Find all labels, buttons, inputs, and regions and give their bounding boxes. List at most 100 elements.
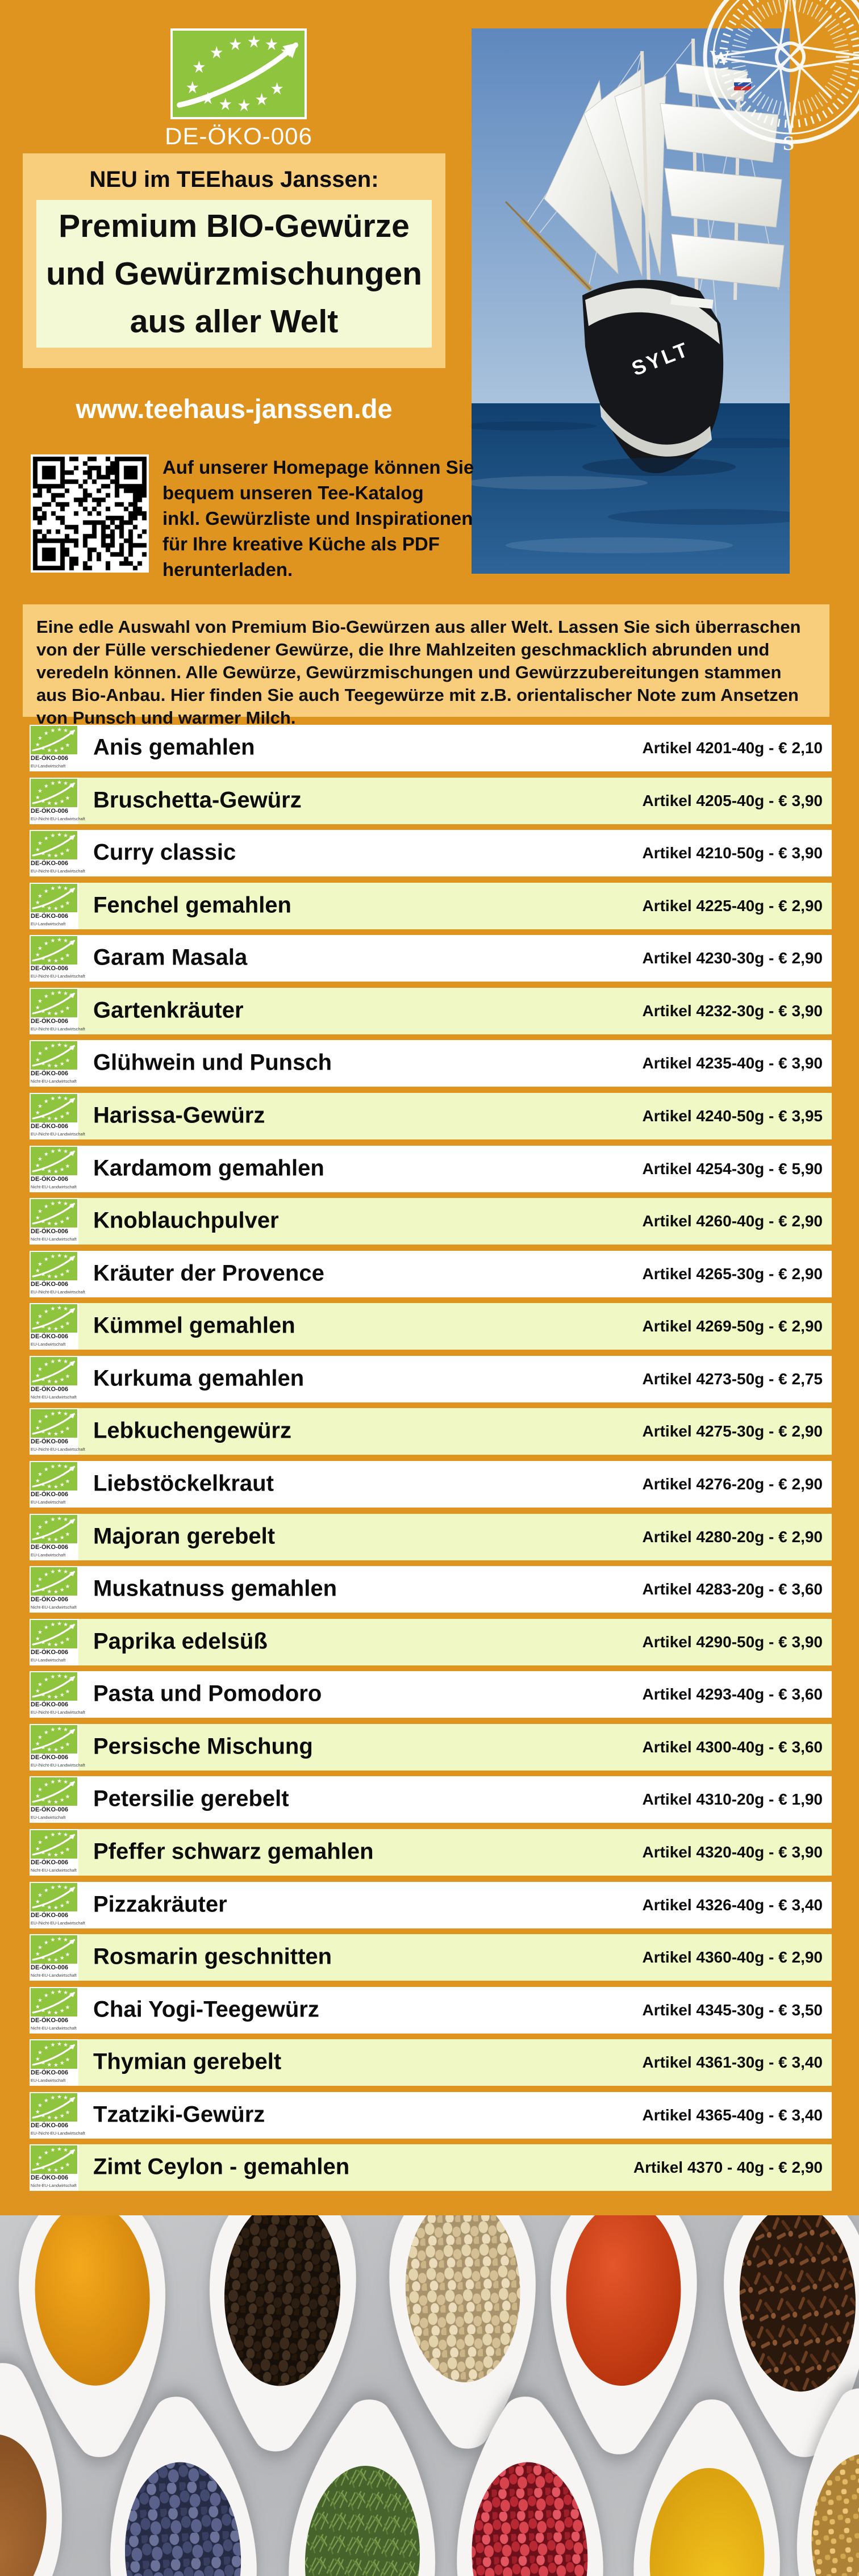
product-row: ★ ★ ★ ★ ★ ★ ★ ★ ★ ★ ★ ★ DE-ÖKO-006 EU-/Nicht-EU-Lan… (30, 935, 832, 982)
svg-text:★: ★ (44, 783, 49, 790)
svg-text:★: ★ (60, 1167, 65, 1173)
svg-text:★: ★ (69, 1256, 74, 1262)
svg-text:★: ★ (228, 35, 242, 54)
svg-text:★: ★ (51, 1201, 56, 1207)
svg-text:★: ★ (57, 1568, 62, 1575)
eu-organic-badge: ★ ★ ★ ★ ★ ★ ★ ★ ★ ★ ★ ★ DE-ÖKO-006 EU-Landwirtschaf… (30, 1619, 78, 1665)
svg-text:★: ★ (35, 2161, 40, 2168)
svg-text:★: ★ (41, 850, 46, 857)
badge-origin: Nicht-EU-Landwirtschaft (31, 1237, 77, 1242)
eu-organic-code: DE-ÖKO-006 (165, 123, 312, 149)
svg-text:★: ★ (57, 1673, 62, 1680)
svg-text:★: ★ (47, 2010, 52, 2016)
spoon-pink-pepper (451, 2394, 607, 2576)
product-name: Majoran gerebelt (93, 1523, 276, 1549)
product-article-price: Artikel 4240-50g - € 3,95 (642, 1107, 823, 1125)
svg-text:★: ★ (63, 1727, 68, 1733)
svg-text:★: ★ (51, 1727, 56, 1733)
svg-text:★: ★ (53, 1011, 59, 1017)
svg-text:★: ★ (37, 1313, 43, 1320)
badge-origin: Nicht-EU-Landwirtschaft (31, 1868, 77, 1873)
svg-text:★: ★ (63, 833, 68, 839)
svg-text:★: ★ (53, 2167, 59, 2173)
spoon-black-pepper (201, 2180, 361, 2456)
page-title-line: Premium BIO-Gewürze (59, 208, 410, 244)
product-article-price: Artikel 4345-30g - € 3,50 (642, 2001, 823, 2019)
svg-text:★: ★ (57, 2147, 62, 2153)
svg-text:★: ★ (57, 1778, 62, 1785)
svg-text:★: ★ (57, 1936, 62, 1943)
product-article-price: Artikel 4230-30g - € 2,90 (642, 949, 823, 967)
svg-text:★: ★ (53, 1431, 59, 1437)
product-article-price: Artikel 4232-30g - € 3,90 (642, 1002, 823, 1020)
svg-text:★: ★ (51, 1149, 56, 1155)
svg-text:★: ★ (69, 940, 74, 946)
svg-text:★: ★ (53, 1799, 59, 1805)
svg-text:★: ★ (57, 1989, 62, 1995)
svg-text:★: ★ (53, 1957, 59, 1963)
svg-text:★: ★ (35, 1688, 40, 1694)
svg-text:★: ★ (37, 1366, 43, 1372)
svg-text:★: ★ (37, 2155, 43, 2161)
svg-text:★: ★ (35, 1425, 40, 1431)
svg-text:★: ★ (47, 1379, 52, 1385)
svg-text:★: ★ (35, 1531, 40, 1537)
product-row: ★ ★ ★ ★ ★ ★ ★ ★ ★ ★ ★ ★ DE-ÖKO-006 Nicht-EU-Landwir… (30, 1934, 832, 1981)
svg-text:★: ★ (65, 1268, 70, 1275)
svg-text:★: ★ (63, 2147, 68, 2153)
svg-text:★: ★ (35, 1005, 40, 1011)
svg-text:★: ★ (44, 1782, 49, 1788)
svg-text:★: ★ (57, 1200, 62, 1206)
page-title-line: aus aller Welt (130, 303, 339, 340)
svg-text:★: ★ (47, 1326, 52, 1332)
spoon-cloves (719, 2185, 859, 2461)
product-name: Liebstöckelkraut (93, 1471, 274, 1496)
badge-code: DE-ÖKO-006 (31, 1964, 69, 1971)
svg-text:★: ★ (35, 1268, 40, 1274)
qr-code[interactable] (31, 454, 149, 573)
svg-text:★: ★ (35, 742, 40, 748)
badge-origin: EU-/Nicht-EU-Landwirtschaft (31, 816, 85, 821)
svg-text:★: ★ (69, 730, 74, 736)
svg-text:★: ★ (37, 1471, 43, 1477)
qr-note-line: für Ihre kreative Küche als PDF (162, 533, 440, 554)
svg-text:★: ★ (47, 800, 52, 807)
eu-organic-badge: ★ ★ ★ ★ ★ ★ ★ ★ ★ ★ ★ ★ DE-ÖKO-006 EU-/Nicht-EU-Lan… (30, 778, 85, 824)
svg-text:★: ★ (69, 1781, 74, 1788)
product-row: ★ ★ ★ ★ ★ ★ ★ ★ ★ ★ ★ ★ DE-ÖKO-006 EU-/Nicht-EU-Lan… (30, 1671, 832, 1718)
svg-text:★: ★ (60, 1272, 65, 1278)
svg-text:★: ★ (41, 2165, 46, 2171)
svg-text:★: ★ (53, 1694, 59, 1700)
sailing-ship-photo: SYLT (472, 28, 790, 574)
svg-text:★: ★ (60, 904, 65, 910)
product-article-price: Artikel 4225-40g - € 2,90 (642, 897, 823, 915)
badge-origin: EU-/Nicht-EU-Landwirtschaft (31, 1132, 85, 1137)
qr-note-line: inkl. Gewürzliste und Inspirationen (162, 508, 473, 529)
svg-text:★: ★ (57, 1463, 62, 1469)
svg-text:★: ★ (44, 730, 49, 737)
svg-text:★: ★ (69, 1151, 74, 1157)
badge-code: DE-ÖKO-006 (31, 2069, 69, 2076)
svg-text:★: ★ (37, 1681, 43, 1688)
eu-organic-badge: ★ ★ ★ ★ ★ ★ ★ ★ ★ ★ ★ ★ DE-ÖKO-006 Nicht-EU-Landwir… (30, 1566, 78, 1613)
svg-text:★: ★ (41, 2007, 46, 2014)
website-link[interactable]: www.teehaus-janssen.de (76, 394, 393, 424)
svg-text:★: ★ (201, 89, 215, 108)
product-name: Kardamom gemahlen (93, 1155, 324, 1181)
badge-code: DE-ÖKO-006 (31, 1754, 69, 1761)
svg-text:★: ★ (35, 900, 40, 906)
intro-line: von Punsch und warmer Milch. (36, 708, 296, 728)
svg-text:★: ★ (53, 1852, 59, 1858)
badge-code: DE-ÖKO-006 (31, 1176, 69, 1183)
page-title-line: und Gewürzmischungen (46, 256, 422, 292)
product-row: ★ ★ ★ ★ ★ ★ ★ ★ ★ ★ ★ ★ DE-ÖKO-006 EU-Landwirtschaf… (30, 1303, 832, 1350)
svg-text:★: ★ (44, 1467, 49, 1473)
svg-text:★: ★ (37, 1156, 43, 1162)
svg-text:★: ★ (41, 1271, 46, 1277)
svg-text:★: ★ (63, 1832, 68, 1838)
product-row: ★ ★ ★ ★ ★ ★ ★ ★ ★ ★ ★ ★ DE-ÖKO-006 EU-Landwirtschaf… (30, 883, 832, 929)
svg-text:★: ★ (47, 748, 52, 754)
badge-origin: EU-Landwirtschaft (31, 1815, 66, 1820)
svg-text:★: ★ (51, 833, 56, 839)
svg-text:★: ★ (63, 728, 68, 734)
